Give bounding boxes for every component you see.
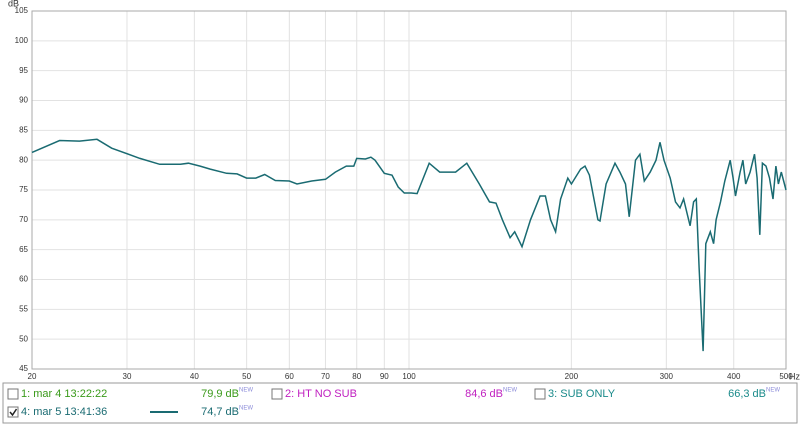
legend-label: 3: SUB ONLY: [548, 388, 616, 400]
y-tick-label: 90: [19, 96, 28, 105]
x-tick-label: 400: [727, 372, 741, 381]
x-tick-label: 80: [352, 372, 361, 381]
legend-level: 84,6 dB: [465, 388, 503, 400]
x-tick-label: 100: [402, 372, 416, 381]
y-axis-label: dB: [8, 0, 19, 8]
checkbox[interactable]: [271, 388, 283, 400]
new-badge: NEW: [503, 388, 517, 394]
legend-level: 79,9 dB: [201, 388, 239, 400]
y-tick-label: 100: [15, 36, 29, 45]
checkbox[interactable]: [7, 388, 19, 400]
new-badge: NEW: [239, 406, 253, 412]
x-tick-label: 200: [565, 372, 579, 381]
new-badge: NEW: [766, 388, 780, 394]
x-tick-label: 20: [28, 372, 37, 381]
new-badge: NEW: [239, 388, 253, 394]
x-tick-label: 50: [242, 372, 251, 381]
x-tick-label: 30: [123, 372, 132, 381]
y-tick-label: 75: [19, 185, 28, 194]
checkbox[interactable]: [7, 406, 19, 418]
legend-label: 4: mar 5 13:41:36: [21, 406, 107, 418]
y-tick-label: 50: [19, 334, 28, 343]
y-tick-label: 55: [19, 304, 28, 313]
y-tick-label: 60: [19, 275, 28, 284]
y-tick-label: 105: [15, 6, 29, 15]
legend-panel: [2, 382, 798, 424]
x-tick-label: 60: [285, 372, 294, 381]
checkbox[interactable]: [534, 388, 546, 400]
y-tick-label: 80: [19, 155, 28, 164]
response-curve: [31, 138, 787, 352]
y-tick-label: 45: [19, 364, 28, 373]
x-tick-label: 40: [190, 372, 199, 381]
y-tick-label: 85: [19, 125, 28, 134]
legend-label: 1: mar 4 13:22:22: [21, 388, 107, 400]
x-tick-label: 70: [321, 372, 330, 381]
x-tick-label: 300: [660, 372, 674, 381]
checkmark: [9, 408, 18, 417]
y-tick-label: 65: [19, 245, 28, 254]
legend-label: 2: HT NO SUB: [285, 388, 357, 400]
x-axis-label: Hz: [789, 371, 800, 381]
y-tick-label: 70: [19, 215, 28, 224]
y-tick-label: 95: [19, 66, 28, 75]
legend-level: 74,7 dB: [201, 406, 239, 418]
x-tick-label: 500: [779, 372, 793, 381]
x-tick-label: 90: [380, 372, 389, 381]
legend-level: 66,3 dB: [728, 388, 766, 400]
